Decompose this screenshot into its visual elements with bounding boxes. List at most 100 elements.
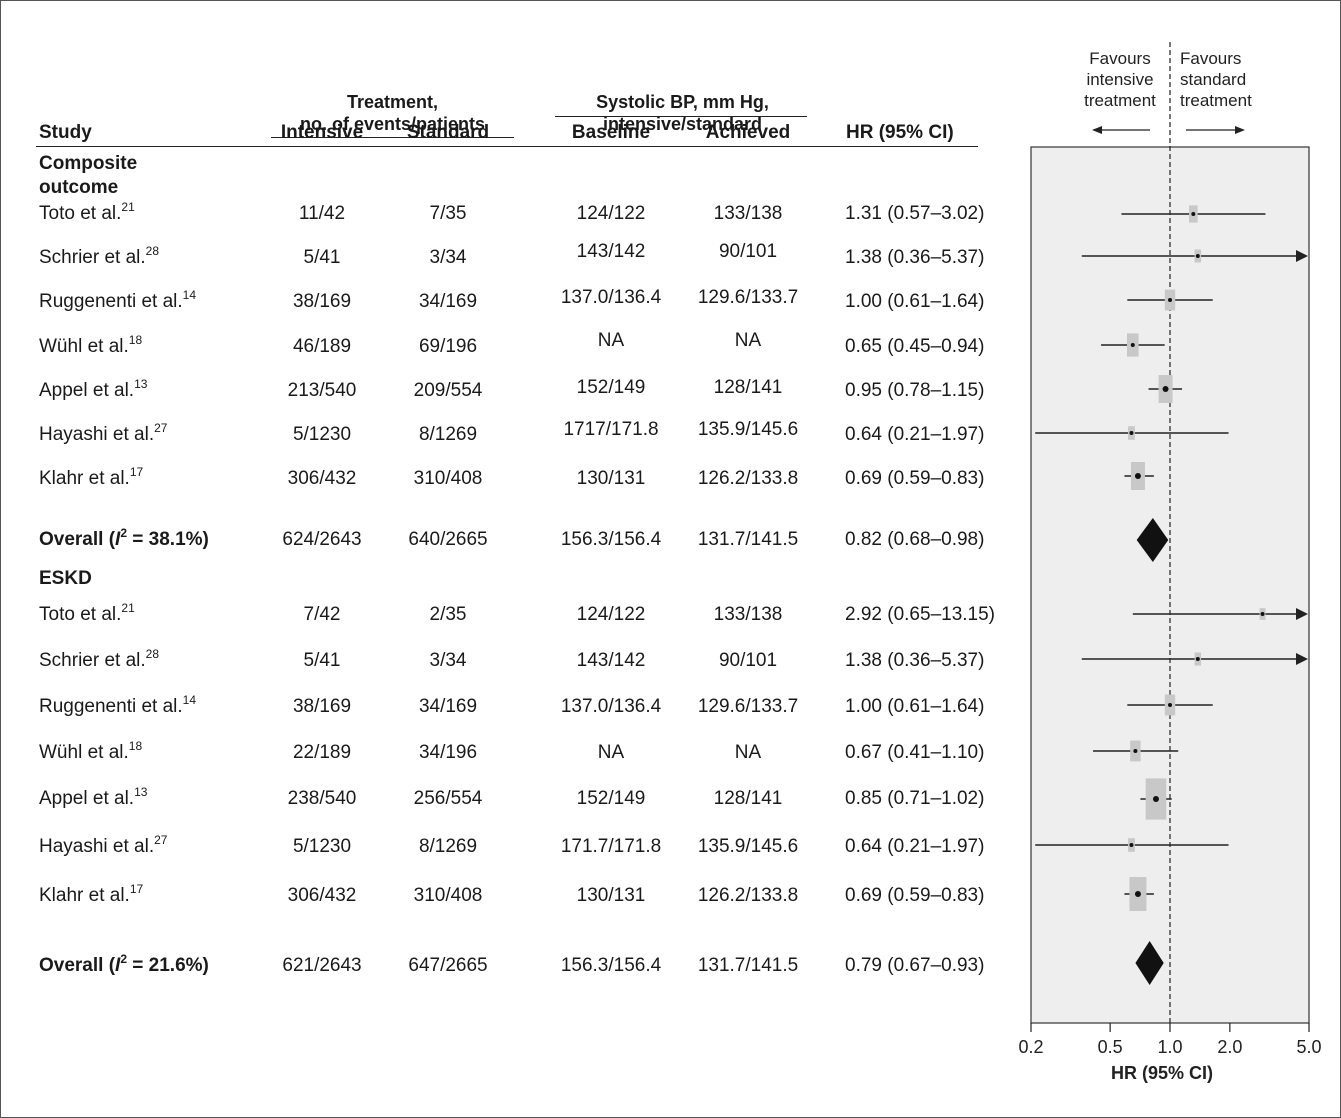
favours-standard-label: Favours standard treatment <box>1172 48 1280 111</box>
hr-ci: 1.38 (0.36–5.37) <box>845 247 985 268</box>
treatment-header-line2: no. of events/patients <box>299 114 486 134</box>
point-estimate <box>1195 657 1200 661</box>
baseline-bp: 130/131 <box>576 468 646 489</box>
ci-arrow <box>1296 608 1308 620</box>
study-author: Schrier et al. <box>39 650 146 671</box>
intensive-events: 306/432 <box>287 468 357 489</box>
column-header-intensive: Intensive <box>280 122 364 143</box>
point-estimate <box>1162 386 1169 392</box>
column-header-baseline: Baseline <box>571 122 651 143</box>
x-axis-label: HR (95% CI) <box>1111 1063 1213 1083</box>
point-estimate <box>1130 343 1135 347</box>
baseline-bp: 130/131 <box>576 885 646 906</box>
study-author: Hayashi et al. <box>39 424 155 445</box>
standard-events: 34/169 <box>418 291 478 312</box>
intensive-events: 306/432 <box>287 885 357 906</box>
overall-label-text: = 38.1%) <box>127 529 209 550</box>
point-estimate <box>1129 843 1134 847</box>
study-name: Appel et al.13 <box>39 378 147 402</box>
achieved-bp: 128/141 <box>713 377 783 398</box>
hr-ci: 0.79 (0.67–0.93) <box>845 955 985 976</box>
hr-ci: 0.65 (0.45–0.94) <box>845 336 985 357</box>
study-name: Klahr et al.17 <box>39 466 143 490</box>
study-ref: 28 <box>145 646 160 661</box>
standard-events: 256/554 <box>413 788 483 809</box>
study-author: Klahr et al. <box>39 468 130 489</box>
standard-events: 310/408 <box>413 885 483 906</box>
hr-ci: 0.82 (0.68–0.98) <box>845 529 985 550</box>
achieved-bp: 126.2/133.8 <box>697 885 799 906</box>
x-tick-label: 0.2 <box>1018 1037 1043 1057</box>
standard-events: 34/169 <box>418 696 478 717</box>
baseline-bp: 156.3/156.4 <box>560 529 662 550</box>
intensive-events: 11/42 <box>298 203 346 224</box>
point-estimate <box>1133 749 1138 753</box>
study-ref: 14 <box>182 692 197 707</box>
overall-label-sup: 2 <box>120 951 128 966</box>
hr-ci: 0.69 (0.59–0.83) <box>845 885 985 906</box>
intensive-events: 624/2643 <box>282 529 362 550</box>
achieved-bp: 129.6/133.7 <box>697 696 799 717</box>
hr-ci: 0.67 (0.41–1.10) <box>845 742 985 763</box>
achieved-bp: 129.6/133.7 <box>697 287 799 308</box>
study-name: Toto et al.21 <box>39 602 135 626</box>
intensive-events: 46/189 <box>292 336 352 357</box>
hr-ci: 1.38 (0.36–5.37) <box>845 650 985 671</box>
hr-ci: 0.64 (0.21–1.97) <box>845 424 985 445</box>
standard-events: 3/34 <box>429 247 467 268</box>
section-title-composite: Composite outcome <box>39 152 137 200</box>
favours-intensive-line3: treatment <box>1084 91 1156 110</box>
intensive-events: 22/189 <box>292 742 352 763</box>
treatment-header-rule <box>271 137 514 138</box>
favours-standard-line1: Favours <box>1180 49 1242 68</box>
intensive-events: 5/1230 <box>292 836 352 857</box>
intensive-events: 5/1230 <box>292 424 352 445</box>
hr-ci: 2.92 (0.65–13.15) <box>845 604 996 625</box>
baseline-bp: 143/142 <box>576 650 646 671</box>
baseline-bp: 152/149 <box>576 788 646 809</box>
study-author: Toto et al. <box>39 604 122 625</box>
study-ref: 28 <box>145 243 160 258</box>
point-estimate <box>1168 298 1172 302</box>
study-ref: 17 <box>129 881 144 896</box>
baseline-bp: NA <box>597 330 625 351</box>
study-ref: 27 <box>154 420 168 435</box>
study-name: Ruggenenti et al.14 <box>39 289 196 313</box>
achieved-bp: NA <box>734 330 762 351</box>
study-author: Hayashi et al. <box>39 836 155 857</box>
study-author: Ruggenenti et al. <box>39 291 183 312</box>
point-estimate <box>1168 703 1172 707</box>
study-name: Hayashi et al.27 <box>39 420 168 446</box>
study-ref: 13 <box>134 784 148 799</box>
intensive-events: 38/169 <box>292 291 352 312</box>
hr-ci: 1.31 (0.57–3.02) <box>845 203 985 224</box>
favours-intensive-line1: Favours <box>1089 49 1151 68</box>
standard-events: 209/554 <box>413 380 483 401</box>
study-ref: 18 <box>128 738 143 753</box>
standard-events: 310/408 <box>413 468 483 489</box>
x-tick-label: 5.0 <box>1296 1037 1321 1057</box>
study-name: Schrier et al.28 <box>39 646 160 672</box>
intensive-events: 5/41 <box>303 247 341 268</box>
overall-label-text: Overall ( <box>39 529 116 550</box>
column-header-standard: Standard <box>406 122 490 143</box>
point-estimate <box>1152 796 1159 802</box>
achieved-bp: 131.7/141.5 <box>697 529 799 550</box>
baseline-bp: 143/142 <box>576 241 646 262</box>
achieved-bp: 131.7/141.5 <box>697 955 799 976</box>
section-title-line1: Composite <box>39 153 138 174</box>
standard-events: 640/2665 <box>408 529 488 550</box>
achieved-bp: 133/138 <box>713 604 783 625</box>
hr-ci: 1.00 (0.61–1.64) <box>845 291 985 312</box>
section-title-line2: outcome <box>39 177 119 198</box>
study-name: Wühl et al.18 <box>39 334 142 358</box>
bp-header-line1: Systolic BP, mm Hg, <box>596 92 769 112</box>
baseline-bp: 152/149 <box>576 377 646 398</box>
intensive-events: 238/540 <box>287 788 357 809</box>
hr-ci: 1.00 (0.61–1.64) <box>845 696 985 717</box>
point-estimate <box>1129 431 1134 435</box>
study-ref: 27 <box>154 832 168 847</box>
overall-diamond <box>1136 518 1169 562</box>
favours-intensive-label: Favours intensive treatment <box>1080 48 1160 111</box>
